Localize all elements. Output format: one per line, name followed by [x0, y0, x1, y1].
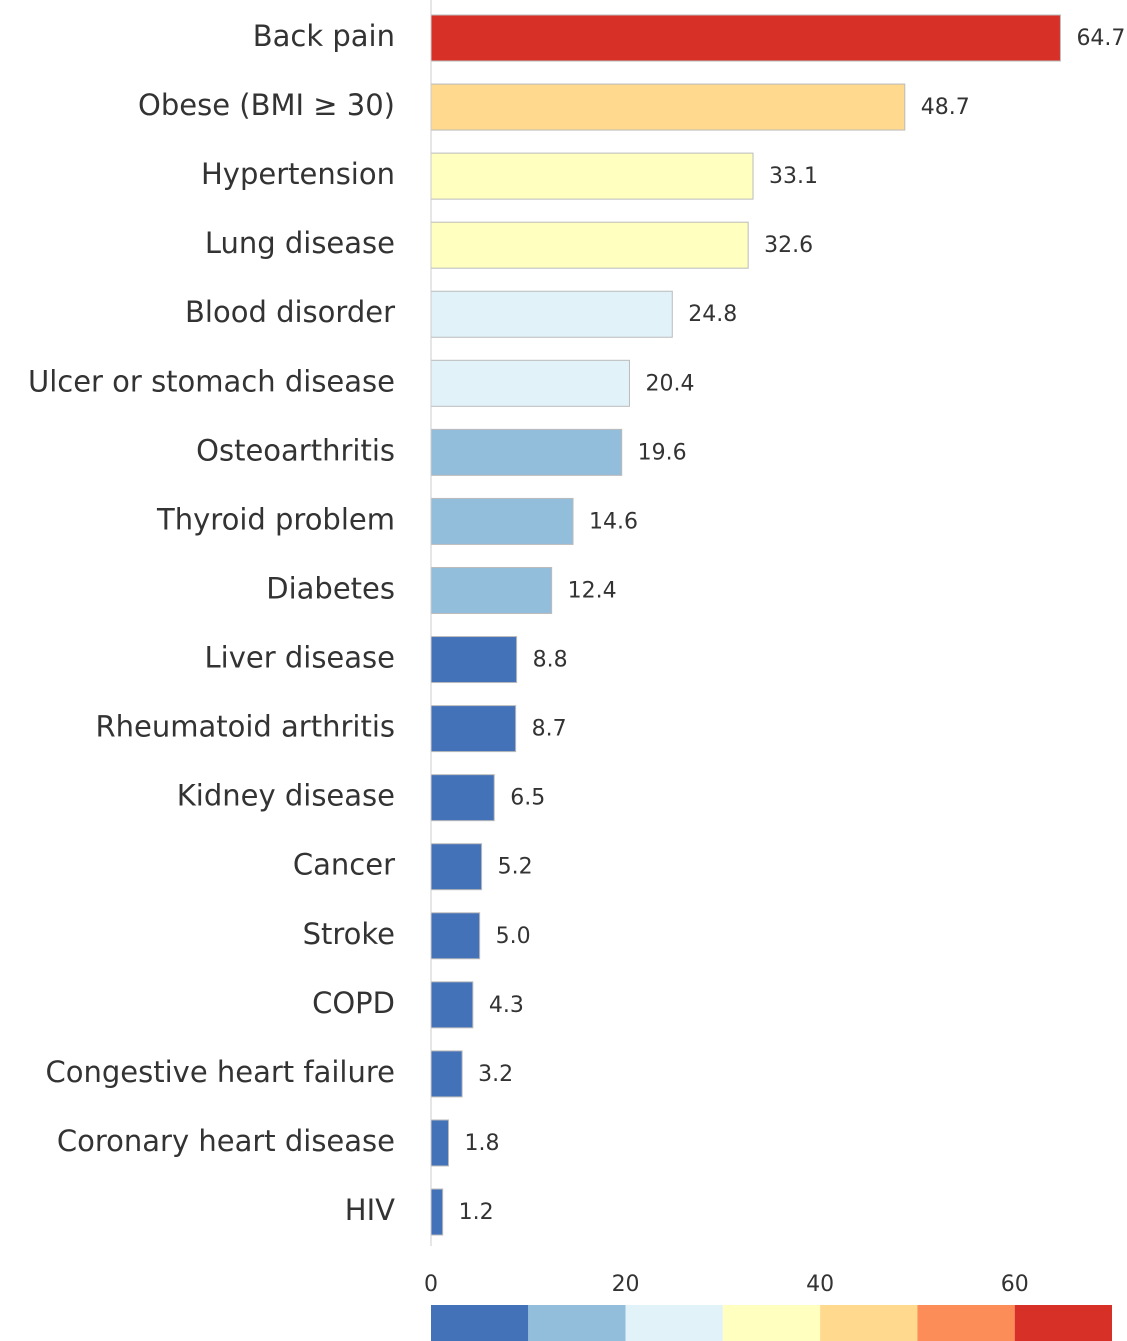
colorbar-segment [625, 1305, 723, 1341]
category-label: Cancer [293, 848, 395, 882]
colorbar-segment [722, 1305, 821, 1341]
value-label: 5.2 [498, 855, 533, 880]
category-label: Diabetes [266, 571, 395, 605]
colorbar-segment [917, 1305, 1015, 1341]
bar [430, 83, 906, 131]
category-label: Liver disease [205, 641, 396, 675]
value-label: 8.7 [532, 717, 567, 742]
value-label: 1.2 [459, 1200, 494, 1225]
x-tick-label: 0 [424, 1272, 438, 1297]
value-label: 64.7 [1076, 26, 1125, 51]
category-label: Back pain [253, 19, 395, 53]
bar [430, 981, 474, 1029]
bar [430, 428, 623, 476]
value-label: 5.0 [496, 924, 531, 949]
x-tick-label: 20 [612, 1272, 640, 1297]
category-label: Kidney disease [177, 779, 395, 813]
category-label: Osteoarthritis [196, 433, 395, 467]
bar [430, 359, 630, 407]
category-label: Coronary heart disease [57, 1124, 395, 1158]
value-label: 24.8 [688, 302, 737, 327]
bar [430, 636, 518, 684]
bar [430, 843, 483, 891]
value-label: 4.3 [489, 993, 524, 1018]
category-label: HIV [345, 1193, 395, 1227]
category-label: Blood disorder [185, 295, 395, 329]
bar [430, 221, 749, 269]
category-label: Ulcer or stomach disease [28, 364, 395, 398]
bar [430, 705, 517, 753]
colorbar-segment [528, 1305, 626, 1341]
value-label: 8.8 [533, 648, 568, 673]
colorbar-segment [431, 1305, 529, 1341]
category-label: COPD [312, 986, 395, 1020]
value-label: 20.4 [645, 371, 694, 396]
bar [430, 912, 481, 960]
value-label: 14.6 [589, 509, 638, 534]
category-label: Lung disease [205, 226, 395, 260]
bar [430, 1050, 463, 1098]
category-label: Obese (BMI ≥ 30) [138, 88, 395, 122]
value-label: 1.8 [465, 1131, 500, 1156]
bar [430, 774, 495, 822]
x-tick-label: 40 [806, 1272, 834, 1297]
bar [430, 152, 754, 200]
category-label: Hypertension [201, 157, 395, 191]
value-label: 32.6 [764, 233, 813, 258]
value-label: 19.6 [638, 440, 687, 465]
value-label: 6.5 [510, 786, 545, 811]
x-tick-label: 60 [1001, 1272, 1029, 1297]
bar [430, 1119, 450, 1167]
bar [430, 497, 574, 545]
bar [430, 290, 673, 338]
bar [430, 14, 1061, 62]
value-label: 33.1 [769, 164, 818, 189]
value-label: 3.2 [478, 1062, 513, 1087]
bar [430, 1188, 444, 1236]
colorbar-segment [820, 1305, 918, 1341]
category-label: Stroke [303, 917, 395, 951]
category-label: Rheumatoid arthritis [95, 710, 395, 744]
colorbar-segment [1014, 1305, 1112, 1341]
value-label: 12.4 [568, 578, 617, 603]
category-label: Congestive heart failure [46, 1055, 396, 1089]
category-label: Thyroid problem [156, 502, 395, 536]
value-label: 48.7 [921, 95, 970, 120]
bar [430, 566, 553, 614]
